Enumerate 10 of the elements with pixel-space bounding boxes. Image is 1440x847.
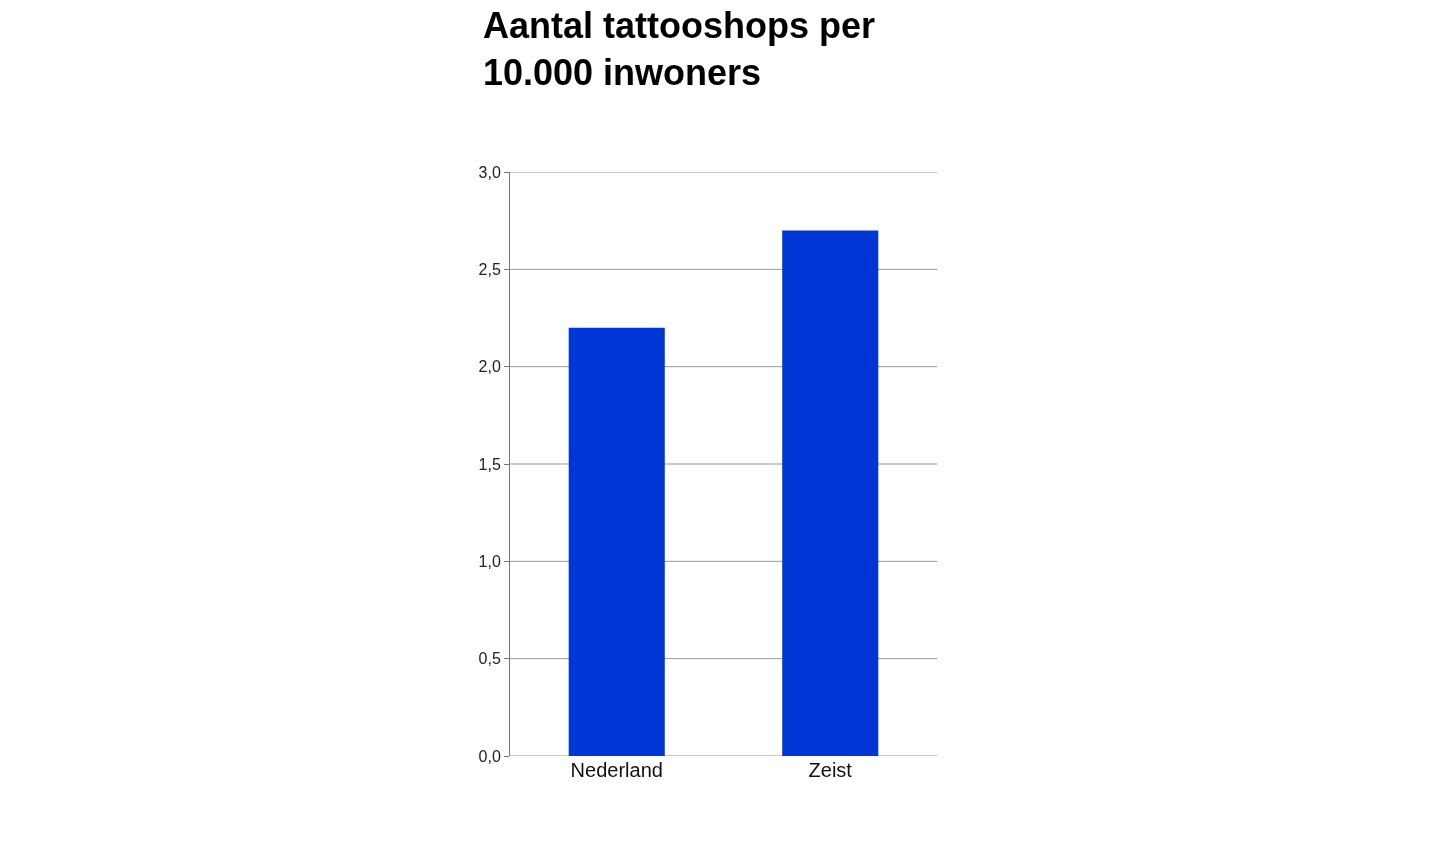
chart-title: Aantal tattooshops per 10.000 inwoners bbox=[483, 5, 876, 93]
y-tick-label: 0,5 bbox=[478, 650, 501, 668]
y-tick-label: 2,5 bbox=[478, 260, 501, 278]
y-tick-label: 1,5 bbox=[478, 455, 501, 473]
y-tick-label: 2,0 bbox=[478, 358, 501, 376]
x-tick-label: Zeist bbox=[808, 759, 853, 781]
y-tick-label: 3,0 bbox=[478, 163, 501, 181]
y-tick-label: 0,0 bbox=[478, 747, 501, 765]
y-tick-label: 1,0 bbox=[478, 552, 501, 570]
x-tick-label: Nederland bbox=[570, 759, 663, 781]
